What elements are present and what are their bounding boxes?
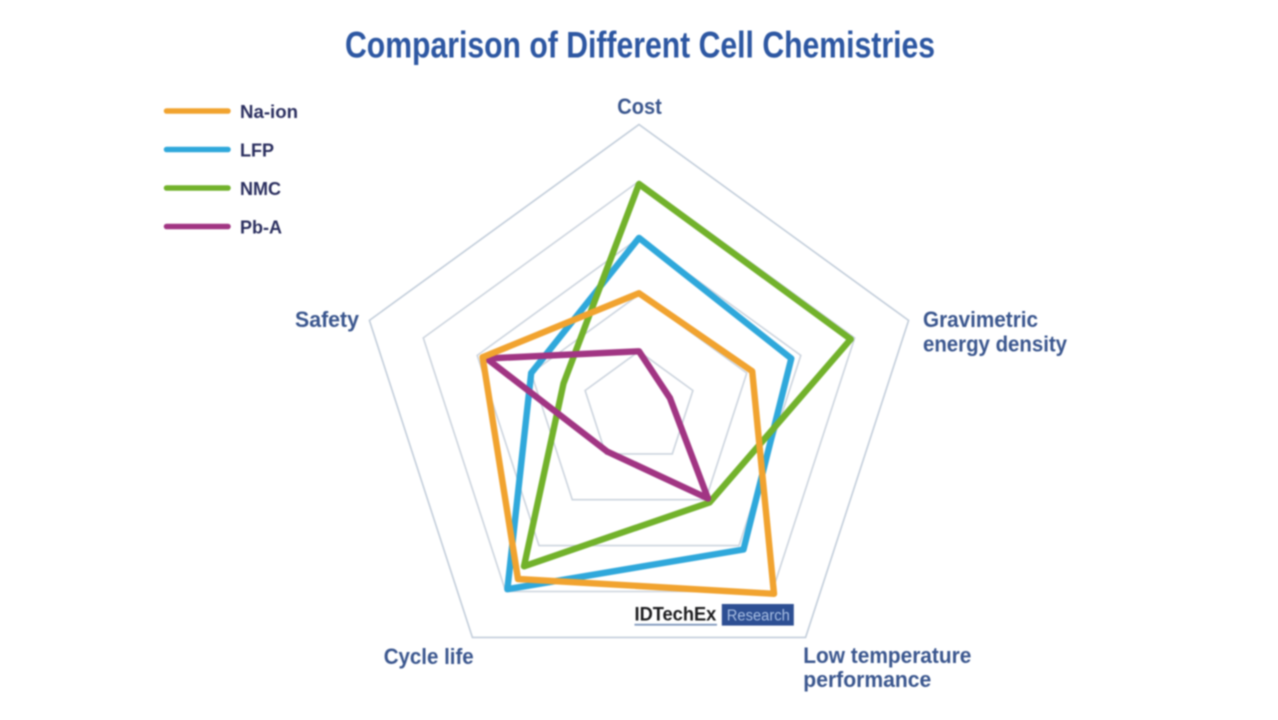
svg-text:IDTechEx: IDTechEx (635, 604, 717, 625)
svg-text:Cost: Cost (617, 94, 662, 119)
svg-text:Low temperature: Low temperature (803, 643, 971, 668)
svg-text:Research: Research (727, 607, 790, 624)
svg-text:Safety: Safety (295, 307, 360, 332)
svg-text:Comparison of Different Cell C: Comparison of Different Cell Chemistries (345, 24, 935, 66)
svg-text:performance: performance (803, 667, 931, 692)
svg-text:Cycle life: Cycle life (384, 644, 474, 669)
svg-text:Pb-A: Pb-A (240, 217, 282, 237)
svg-text:Gravimetric: Gravimetric (923, 307, 1038, 332)
svg-text:LFP: LFP (240, 140, 274, 160)
svg-text:NMC: NMC (240, 179, 281, 199)
svg-text:energy density: energy density (923, 332, 1068, 357)
svg-text:Na-ion: Na-ion (240, 102, 298, 122)
